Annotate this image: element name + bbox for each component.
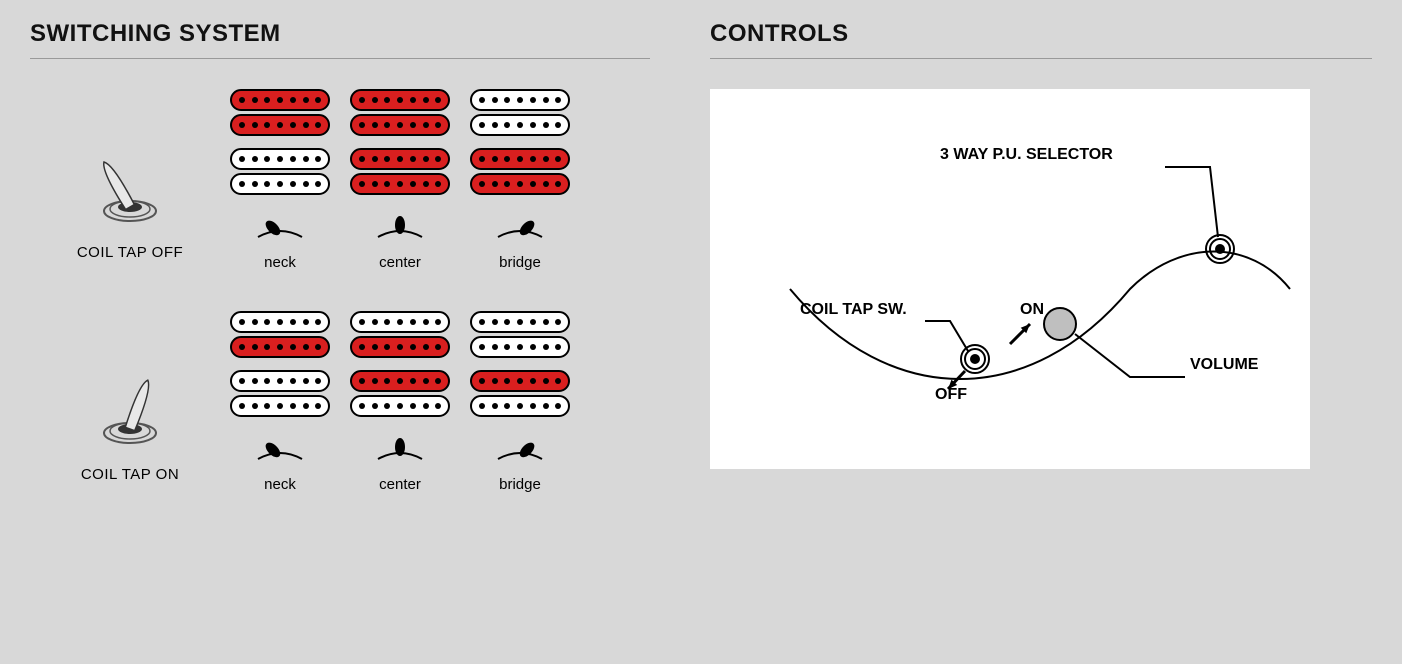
pickup-coil	[230, 370, 330, 392]
pickup-coil	[470, 395, 570, 417]
controls-title: CONTROLS	[710, 20, 1372, 59]
pickup-coil	[470, 89, 570, 111]
coil-tap-state-label: COIL TAP ON	[30, 466, 230, 483]
pickup-coil	[230, 173, 330, 195]
on-label: ON	[1020, 301, 1044, 318]
volume-knob-icon	[1044, 308, 1076, 340]
mini-toggle-icon	[250, 213, 310, 243]
switching-title: SWITCHING SYSTEM	[30, 20, 650, 59]
pickup-coil	[470, 336, 570, 358]
toggle-switch-icon	[95, 139, 165, 229]
mini-toggle-icon	[370, 213, 430, 243]
toggle-column: COIL TAP OFF	[30, 89, 230, 261]
pickup-coil	[230, 114, 330, 136]
pickup-coil	[350, 370, 450, 392]
selector-leader	[1165, 167, 1218, 237]
pickup-position-bridge: bridge	[470, 89, 570, 271]
mini-toggle-icon	[370, 435, 430, 465]
position-label: neck	[264, 254, 296, 271]
pickup-coil	[230, 336, 330, 358]
pickup-coil	[350, 395, 450, 417]
pickup-coil	[470, 173, 570, 195]
coil-tap-state-label: COIL TAP OFF	[30, 244, 230, 261]
off-label: OFF	[935, 386, 967, 403]
position-label: center	[379, 254, 421, 271]
pickup-coil	[350, 311, 450, 333]
coiltap-leader	[925, 321, 968, 351]
pickup-coil	[230, 148, 330, 170]
pickup-position-center: center	[350, 311, 450, 493]
mini-toggle-icon	[490, 213, 550, 243]
controls-section: CONTROLS 3 WAY P.U. SELECTOR COIL TAP SW.…	[710, 20, 1372, 644]
pickup-grid: neck center bridge	[230, 311, 570, 493]
pickup-coil	[350, 89, 450, 111]
pickup-coil	[230, 89, 330, 111]
pickup-coil	[470, 370, 570, 392]
volume-label: VOLUME	[1190, 356, 1259, 373]
toggle-column: COIL TAP ON	[30, 311, 230, 483]
pickup-coil	[470, 148, 570, 170]
pickup-position-neck: neck	[230, 311, 330, 493]
switching-system-section: SWITCHING SYSTEM COIL TAP OFF neck cente…	[30, 20, 650, 644]
pickup-grid: neck center bridge	[230, 89, 570, 271]
position-label: bridge	[499, 254, 541, 271]
pickup-coil	[230, 311, 330, 333]
pickup-coil	[230, 395, 330, 417]
switch-state-block: COIL TAP OFF neck center bridge	[30, 89, 650, 271]
pickup-coil	[350, 114, 450, 136]
pickup-coil	[470, 114, 570, 136]
volume-leader	[1075, 334, 1185, 377]
toggle-switch-icon	[95, 361, 165, 451]
position-label: neck	[264, 476, 296, 493]
coiltap-label: COIL TAP SW.	[800, 301, 907, 318]
position-label: center	[379, 476, 421, 493]
mini-toggle-icon	[250, 435, 310, 465]
pickup-coil	[470, 311, 570, 333]
pickup-coil	[350, 336, 450, 358]
pickup-position-neck: neck	[230, 89, 330, 271]
selector-label: 3 WAY P.U. SELECTOR	[940, 146, 1113, 163]
pickup-coil	[350, 148, 450, 170]
pickup-position-center: center	[350, 89, 450, 271]
pickup-coil	[350, 173, 450, 195]
controls-diagram: 3 WAY P.U. SELECTOR COIL TAP SW. ON OFF VOLU…	[710, 89, 1310, 469]
switch-state-block: COIL TAP ON neck center bridge	[30, 311, 650, 493]
mini-toggle-icon	[490, 435, 550, 465]
position-label: bridge	[499, 476, 541, 493]
pickup-position-bridge: bridge	[470, 311, 570, 493]
